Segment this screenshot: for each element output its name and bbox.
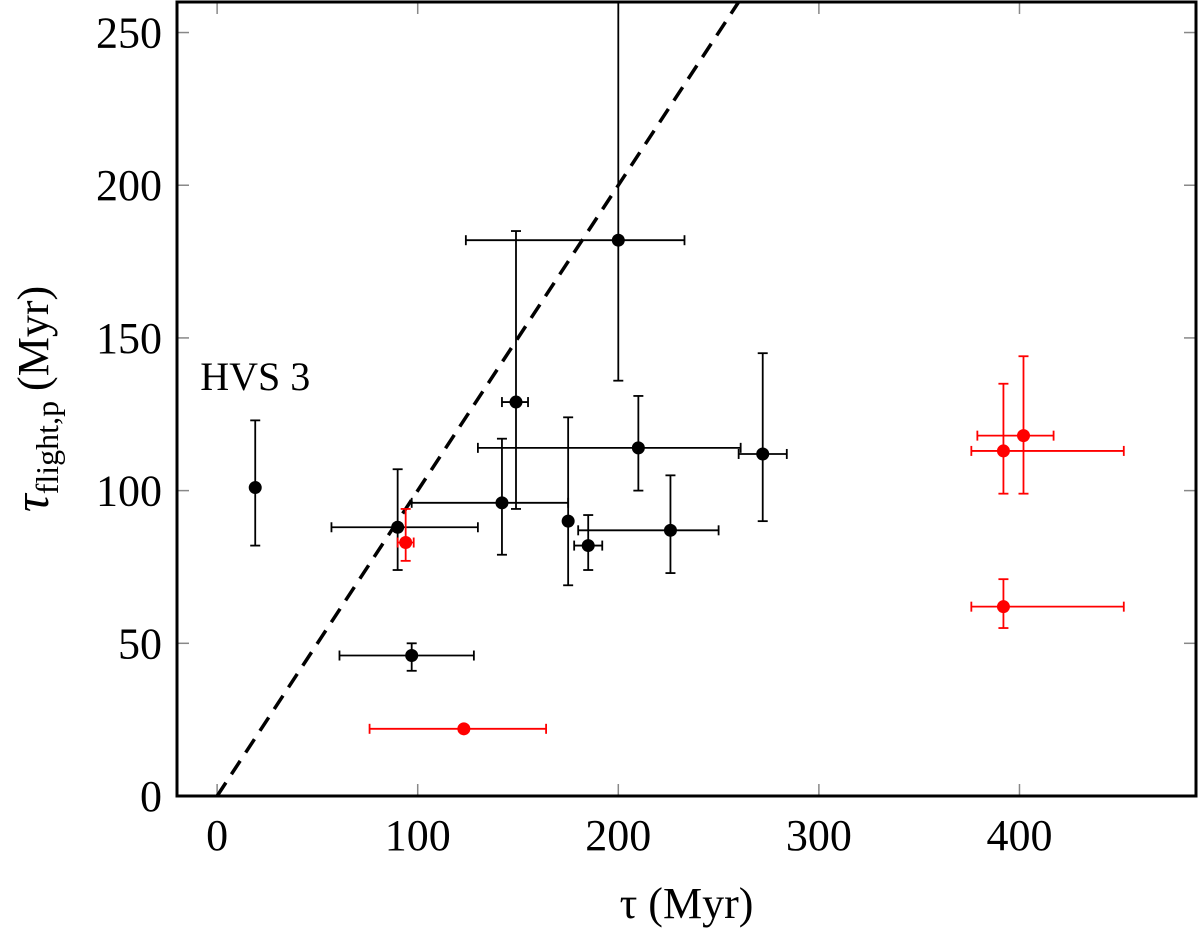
red-data-point [996, 600, 1010, 614]
x-tick-label: 0 [206, 811, 228, 860]
black-data-point-group [501, 230, 529, 510]
black-data-point [581, 539, 595, 553]
black-data-point-group [573, 514, 604, 571]
red-data-point [996, 444, 1010, 458]
y-tick-label: 50 [118, 619, 162, 668]
labels-layer: 0 100 200 300 400 0 50 100 150 200 250 HVS 3 τ (Myr)… [3, 9, 1052, 928]
red-data-point-group [976, 355, 1055, 495]
plot-frame [175, 0, 1198, 798]
y-tick-label: 100 [96, 467, 162, 516]
black-data-point [391, 520, 405, 534]
red-data-point-group [970, 382, 1125, 495]
black-data-point-group [410, 437, 570, 556]
red-data-point [399, 536, 413, 550]
x-tick-label: 100 [385, 811, 451, 860]
y-axis-title-subscript: flight,p [29, 401, 65, 494]
x-tick-label: 400 [986, 811, 1052, 860]
black-data-point [611, 233, 625, 247]
x-tick-label: 200 [585, 811, 651, 860]
black-data-point-group [577, 474, 720, 574]
y-tick-label: 0 [140, 772, 162, 821]
black-data-point-group [561, 416, 575, 587]
black-data-point [561, 514, 575, 528]
red-data-point [457, 722, 471, 736]
black-data-point-group [330, 468, 479, 571]
black-data-point [663, 523, 677, 537]
x-tick-label: 300 [786, 811, 852, 860]
annotation-label: HVS 3 [200, 354, 310, 399]
black-data-point-group [248, 419, 262, 547]
y-tick-label: 250 [96, 9, 162, 58]
y-axis-title-symbol: τ [3, 492, 59, 512]
black-data-point-group [464, 1, 686, 382]
y-axis-title: τflight,p (Myr) [3, 286, 65, 512]
black-data-point [495, 496, 509, 510]
black-data-point-group [338, 642, 475, 672]
plot-layer [215, 1, 1125, 797]
red-data-point-group [368, 722, 547, 736]
y-tick-label: 200 [96, 161, 162, 210]
black-data-point [248, 481, 262, 495]
red-data-point-group [396, 508, 415, 562]
red-data-point [1016, 429, 1030, 443]
reference-line-dashed [215, 1, 741, 797]
y-axis-title-unit: (Myr) [9, 286, 58, 391]
black-data-point-group [476, 395, 742, 492]
black-data-point [405, 649, 419, 663]
x-axis-title: τ (Myr) [620, 879, 754, 928]
black-data-point-group [737, 352, 788, 523]
black-data-point [631, 441, 645, 455]
red-data-point-group [970, 578, 1125, 629]
black-data-point [756, 447, 770, 461]
y-tick-label: 150 [96, 314, 162, 363]
ticks-layer [177, 2, 1196, 797]
black-data-point [509, 395, 523, 409]
